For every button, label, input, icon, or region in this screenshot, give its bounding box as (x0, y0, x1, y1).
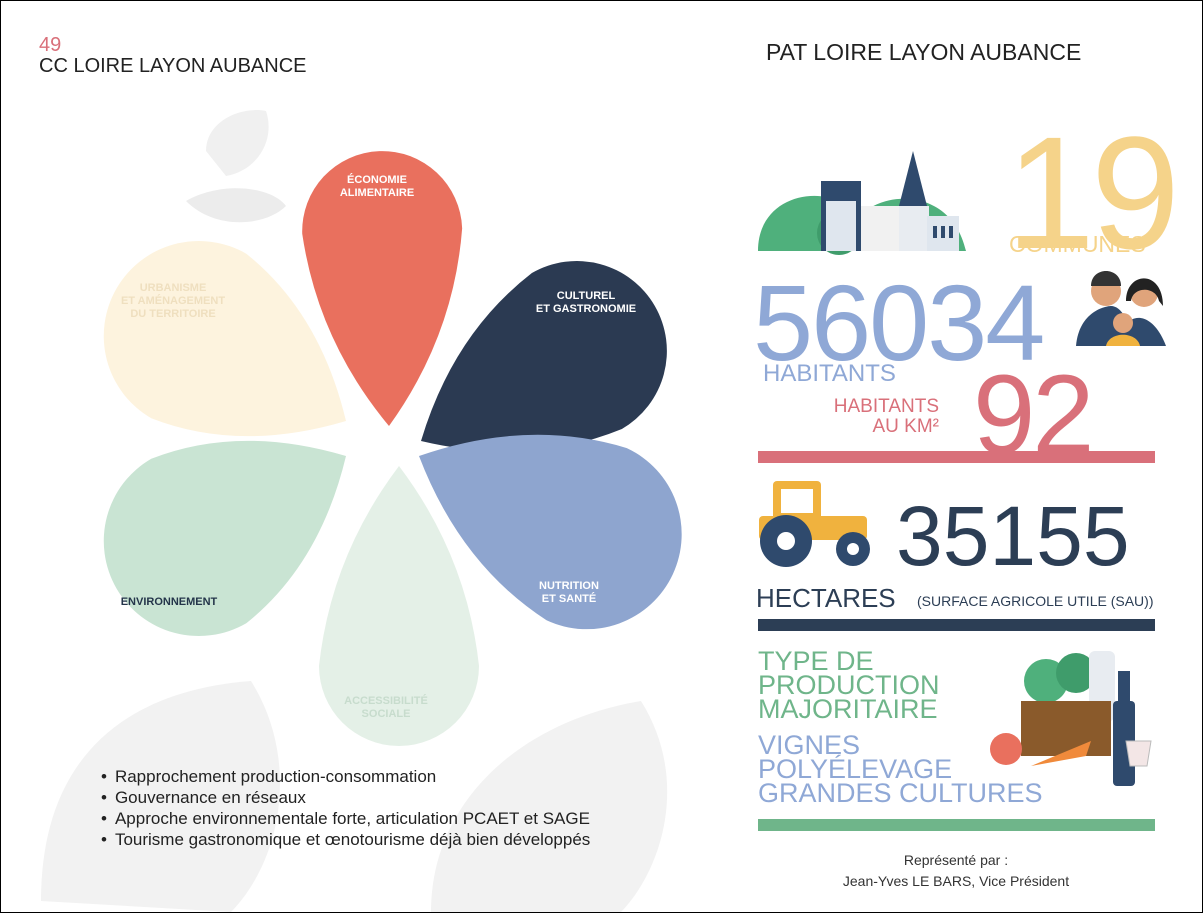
population-label: HABITANTS (763, 362, 896, 386)
slide: ÉCONOMIEALIMENTAIRE CULTURELET GASTRONOMI… (0, 0, 1203, 913)
production-title: MAJORITAIRE (758, 696, 938, 723)
petal-label: ACCESSIBILITÉ (344, 694, 428, 707)
bullet: Tourisme gastronomique et œnotourisme dé… (101, 829, 590, 850)
tractor-icon (759, 481, 870, 567)
petal-label: ÉCONOMIE (347, 173, 407, 186)
density-label: HABITANTS (791, 397, 939, 416)
code: 49 (39, 35, 61, 55)
bullet: Approche environnementale forte, articul… (101, 808, 590, 829)
bullet: Gouvernance en réseaux (101, 787, 590, 808)
title: CC LOIRE LAYON AUBANCE (39, 56, 306, 76)
footer-line: Représenté par : (756, 853, 1156, 867)
produce-icon (990, 651, 1151, 786)
communes-label: COMMUNES (1009, 233, 1146, 256)
petal-label: ALIMENTAIRE (340, 187, 414, 199)
people-icon (1076, 271, 1166, 346)
petal-label: NUTRITION (539, 580, 599, 592)
petal-label: ENVIRONNEMENT (121, 596, 218, 608)
divider (758, 619, 1155, 631)
petal-label: DU TERRITOIRE (130, 308, 215, 320)
petal-label: ET SANTÉ (542, 592, 596, 605)
farmland-note: (SURFACE AGRICOLE UTILE (SAU)) (917, 594, 1153, 608)
footer-line: Jean-Yves LE BARS, Vice Président (756, 874, 1156, 888)
bullet: Rapprochement production-consommation (101, 766, 590, 787)
bullet-list: Rapprochement production-consommation Go… (101, 766, 590, 850)
summary-title: PAT LOIRE LAYON AUBANCE (766, 41, 1081, 64)
background-leaf (206, 110, 269, 176)
petal-label: ET GASTRONOMIE (536, 303, 636, 315)
farmland-value: 35155 (896, 494, 1130, 578)
petal (421, 261, 667, 451)
petal-label: CULTUREL (557, 290, 616, 302)
petal-label: URBANISME (140, 282, 207, 294)
village-icon (758, 151, 966, 255)
petal-label: ET AMÉNAGEMENT (121, 294, 225, 307)
petal-label: SOCIALE (362, 708, 411, 720)
farmland-label: HECTARES (756, 585, 896, 611)
production-item: GRANDES CULTURES (758, 780, 1043, 807)
density-label: AU KM² (791, 417, 939, 436)
divider (758, 819, 1155, 831)
divider (758, 451, 1155, 463)
background-leaf (186, 188, 286, 222)
